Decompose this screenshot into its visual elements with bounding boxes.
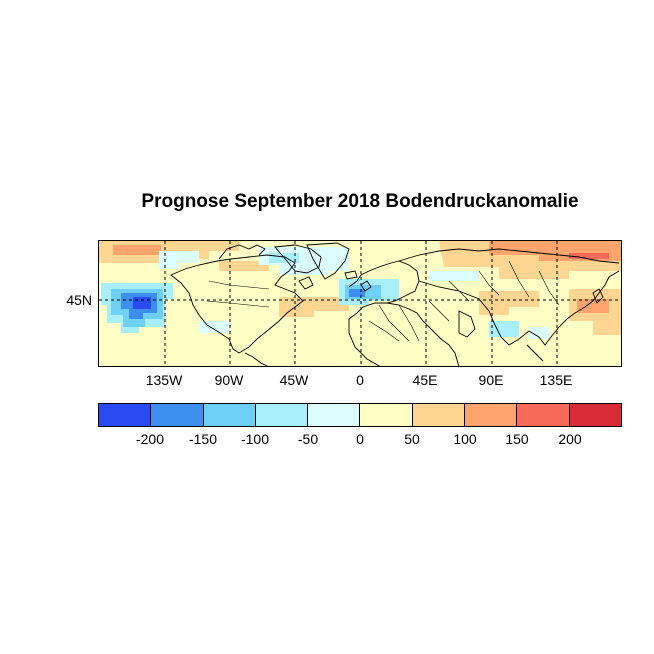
colorbar-label: 100 [453,431,477,447]
positive-anomaly-region [577,299,609,313]
colorbar-label: 50 [404,431,420,447]
anomaly-map [98,240,622,367]
colorbar-label: -200 [135,431,165,447]
coastlines [170,242,620,366]
lon-label-90w: 90W [214,372,244,388]
lat-label-45n: 45N [66,292,92,308]
colorbar-label: -100 [240,431,270,447]
colorbar-box-5 [360,404,413,426]
lon-label-45e: 45E [412,372,438,388]
positive-anomaly-region [569,253,609,259]
negative-anomaly-region [159,251,199,269]
colorbar-box-3 [255,404,309,426]
colorbar [98,403,622,427]
negative-anomaly-region [489,321,519,337]
colorbar-box-6 [412,404,466,426]
positive-anomaly-region [219,261,269,271]
colorbar-box-9 [569,404,621,426]
colorbar-box-0 [99,404,152,426]
colorbar-box-7 [465,404,518,426]
colorbar-box-1 [151,404,204,426]
colorbar-box-2 [203,404,256,426]
colorbar-box-4 [308,404,361,426]
anomaly-map-svg [99,241,621,366]
colorbar-label: 150 [505,431,529,447]
lon-label-135e: 135E [539,372,573,388]
positive-anomaly-region [479,291,539,315]
lon-label-0: 0 [356,372,364,388]
colorbar-label: -150 [188,431,218,447]
colorbar-box-8 [517,404,570,426]
map-title: Prognose September 2018 Bodendruckanomal… [141,191,579,212]
lon-label-90e: 90E [478,372,504,388]
lon-label-135w: 135W [145,372,183,388]
colorbar-label: 0 [356,431,364,447]
anomaly-shading [99,241,621,339]
negative-anomaly-region [199,321,229,333]
colorbar-label: -50 [297,431,319,447]
lon-label-45w: 45W [279,372,309,388]
negative-anomaly-region [133,297,151,309]
negative-anomaly-region [429,271,479,281]
colorbar-label: 200 [558,431,582,447]
negative-anomaly-region [349,289,365,297]
positive-anomaly-region [113,245,161,255]
positive-anomaly-region [279,297,349,317]
negative-anomaly-region [529,327,549,339]
